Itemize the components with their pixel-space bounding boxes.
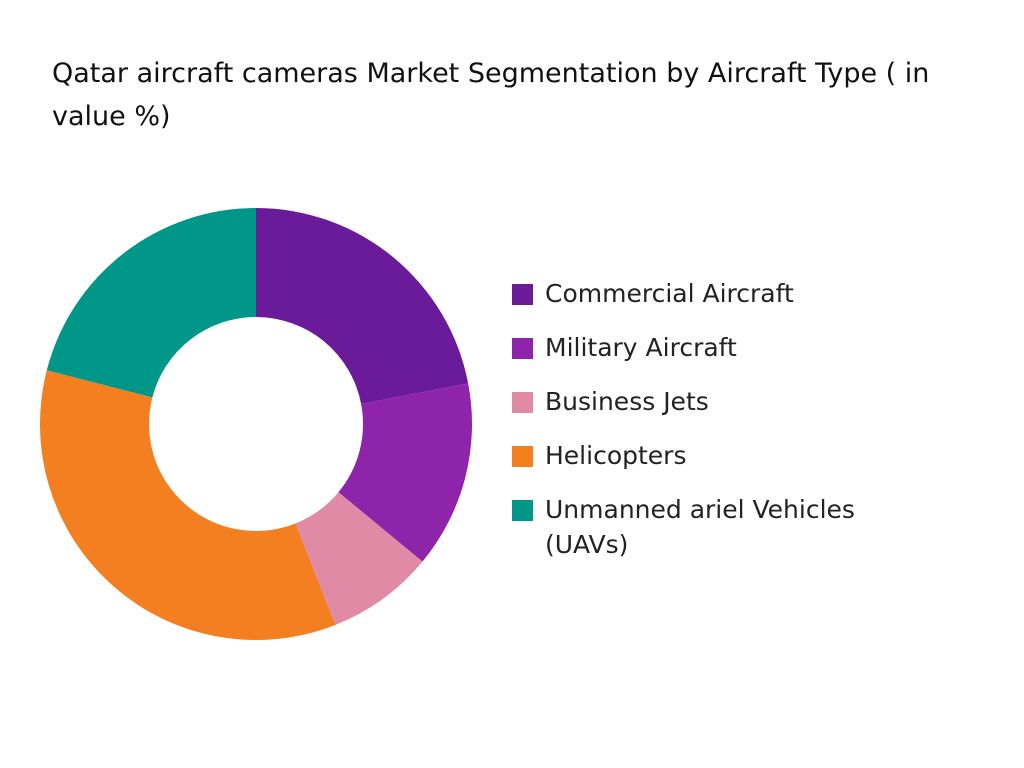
legend-item: Commercial Aircraft	[512, 276, 972, 311]
legend-swatch	[512, 392, 533, 413]
legend-label: Unmanned ariel Vehicles (UAVs)	[545, 495, 855, 559]
donut-segment	[39, 370, 336, 640]
legend-swatch	[512, 446, 533, 467]
legend-item: Business Jets	[512, 384, 972, 419]
legend-label: Helicopters	[545, 441, 687, 470]
legend-item: Helicopters	[512, 438, 972, 473]
legend-swatch	[512, 338, 533, 359]
legend-item: Unmanned ariel Vehicles (UAVs)	[512, 492, 972, 562]
legend-swatch	[512, 500, 533, 521]
legend-item: Military Aircraft	[512, 330, 972, 365]
legend-label: Military Aircraft	[545, 333, 737, 362]
legend: Commercial Aircraft Military Aircraft Busi…	[512, 276, 972, 581]
donut-segment	[295, 492, 423, 625]
legend-label: Business Jets	[545, 387, 709, 416]
donut-segment	[256, 208, 469, 404]
chart-title: Qatar aircraft cameras Market Segmentati…	[52, 58, 930, 132]
legend-swatch	[512, 284, 533, 305]
legend-label: Commercial Aircraft	[545, 279, 794, 308]
donut-segment	[338, 383, 473, 562]
donut-segment	[46, 208, 256, 398]
